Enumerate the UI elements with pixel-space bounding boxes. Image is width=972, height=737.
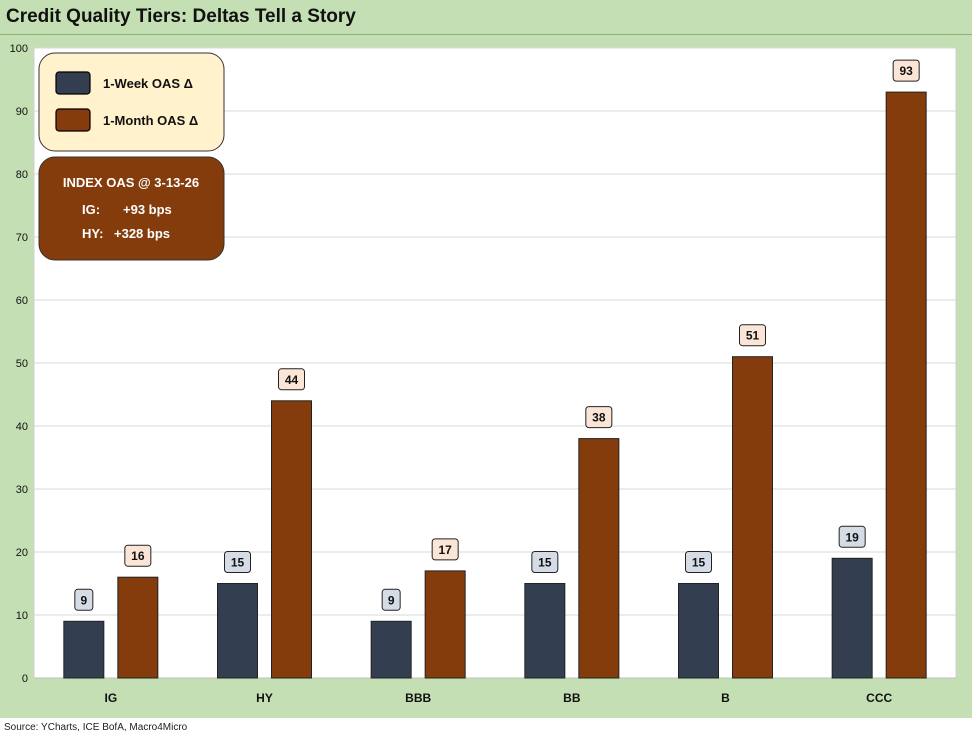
info-hy-label: HY:: [82, 226, 103, 241]
bar-1week-bb: [524, 583, 566, 679]
bar-1month-ig: [117, 576, 159, 679]
y-tick-label: 100: [10, 43, 28, 55]
data-label: 93: [899, 64, 913, 78]
y-axis: 0 10 20 30 40 50 60 70 80 90 100: [10, 43, 956, 685]
source-note: Source: YCharts, ICE BofA, Macro4Micro: [4, 722, 188, 733]
x-tick-label: BBB: [405, 691, 431, 705]
data-label: 15: [692, 556, 706, 570]
y-tick-label: 0: [22, 673, 28, 685]
bar-1month-bb: [578, 438, 620, 679]
data-label-box: [278, 368, 305, 391]
legend-swatch-week: [55, 71, 91, 95]
y-tick-label: 80: [16, 169, 28, 181]
x-axis: IG HY BBB BB B CCC: [104, 691, 892, 705]
title-bar: Credit Quality Tiers: Deltas Tell a Stor…: [0, 0, 972, 35]
data-label-box: [124, 544, 152, 567]
bar-1month-b: [732, 356, 773, 679]
data-label-box: [74, 588, 94, 611]
data-label: 44: [285, 373, 299, 387]
chart-title: Credit Quality Tiers: Deltas Tell a Stor…: [6, 6, 356, 27]
data-label-box: [585, 406, 613, 429]
data-label-box: [381, 588, 401, 611]
data-label-box: [685, 551, 712, 573]
legend-label-week: 1-Week OAS Δ: [103, 76, 193, 91]
data-label: 15: [231, 556, 245, 570]
bar-1week-ccc: [831, 557, 873, 679]
data-label-box: [838, 525, 866, 548]
bar-1week-bbb: [370, 620, 412, 679]
info-ig-label: IG:: [82, 202, 100, 217]
data-label: 38: [592, 411, 606, 425]
data-label-box: [531, 551, 559, 573]
x-tick-label: BB: [563, 691, 581, 705]
x-tick-label: B: [721, 691, 730, 705]
info-hy-value: +328 bps: [114, 226, 170, 241]
gridlines: [34, 47, 956, 616]
bar-1week-b: [678, 583, 719, 679]
bar-1week-ig: [63, 620, 105, 679]
data-label-box: [892, 59, 920, 82]
x-tick-label: CCC: [866, 691, 892, 705]
legend-box: [38, 52, 225, 152]
bar-1month-bbb: [424, 570, 466, 679]
bar-1month-ccc: [885, 91, 927, 679]
data-label: 51: [746, 329, 760, 343]
x-tick-label: HY: [256, 691, 273, 705]
y-tick-label: 90: [16, 106, 28, 118]
bar-1month-hy: [271, 400, 312, 679]
info-box-heading: INDEX OAS @ 3-13-26: [63, 175, 199, 190]
info-box: INDEX OAS @ 3-13-26 IG: +93 bps HY: +328…: [38, 156, 225, 261]
y-tick-label: 30: [16, 484, 28, 496]
data-label-box: [431, 538, 459, 561]
y-tick-label: 20: [16, 547, 28, 559]
x-tick-label: IG: [104, 691, 117, 705]
data-label: 17: [438, 543, 452, 557]
info-box-bg: [38, 156, 225, 261]
y-tick-label: 50: [16, 358, 28, 370]
y-tick-label: 40: [16, 421, 28, 433]
data-label: 15: [538, 556, 552, 570]
data-label: 9: [388, 593, 395, 607]
legend-swatch-month: [55, 108, 91, 132]
y-tick-label: 10: [16, 610, 28, 622]
data-label: 19: [845, 530, 859, 544]
bar-1week-hy: [217, 583, 258, 679]
data-label: 9: [80, 593, 87, 607]
legend-label-month: 1-Month OAS Δ: [103, 113, 198, 128]
data-label-box: [739, 324, 766, 347]
legend: 1-Week OAS Δ 1-Month OAS Δ: [38, 52, 225, 152]
data-label-box: [224, 551, 251, 573]
info-ig-value: +93 bps: [123, 202, 172, 217]
data-label: 16: [131, 549, 145, 563]
y-tick-label: 70: [16, 232, 28, 244]
y-tick-label: 60: [16, 295, 28, 307]
bars: 9 16 15 44 9 17 15 38 15 51 19 93: [63, 59, 927, 679]
